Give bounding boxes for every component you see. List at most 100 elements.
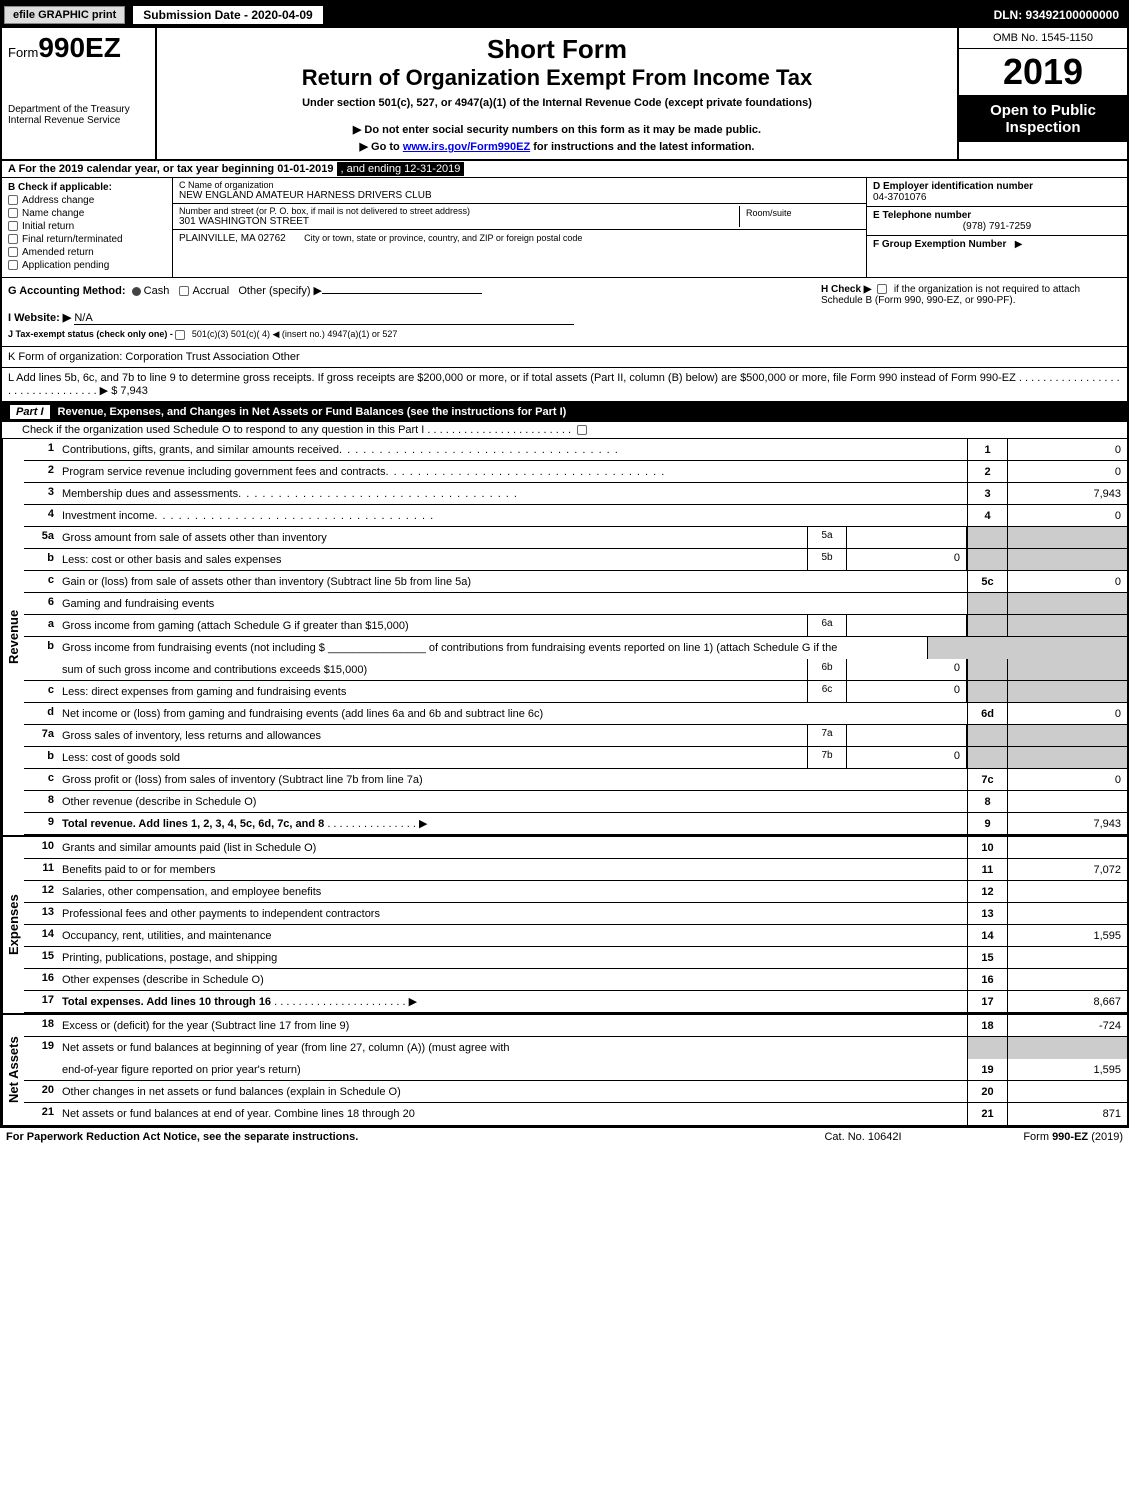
addr-label: Number and street (or P. O. box, if mail… bbox=[179, 206, 739, 216]
line-5b: bLess: cost or other basis and sales exp… bbox=[24, 549, 1127, 571]
net-assets-section: Net Assets 18Excess or (deficit) for the… bbox=[2, 1013, 1127, 1125]
radio-cash-icon[interactable] bbox=[132, 287, 141, 296]
radio-accrual-icon[interactable] bbox=[179, 286, 189, 296]
city-block: PLAINVILLE, MA 02762 City or town, state… bbox=[173, 230, 866, 246]
section-g-h-i-j: G Accounting Method: Cash Accrual Other … bbox=[2, 278, 1127, 347]
calendar-year-begin: A For the 2019 calendar year, or tax yea… bbox=[8, 163, 333, 175]
part-1-header: Part I Revenue, Expenses, and Changes in… bbox=[2, 402, 1127, 422]
accounting-method: G Accounting Method: Cash Accrual Other … bbox=[8, 284, 821, 297]
submission-date: Submission Date - 2020-04-09 bbox=[131, 4, 324, 26]
efile-print-button[interactable]: efile GRAPHIC print bbox=[4, 6, 125, 24]
line-12: 12Salaries, other compensation, and empl… bbox=[24, 881, 1127, 903]
revenue-side-label: Revenue bbox=[2, 439, 24, 835]
line-11: 11Benefits paid to or for members117,072 bbox=[24, 859, 1127, 881]
line-6b-1: bGross income from fundraising events (n… bbox=[24, 637, 1127, 659]
schedule-o-checkbox[interactable] bbox=[577, 425, 587, 435]
header-right: OMB No. 1545-1150 2019 Open to Public In… bbox=[957, 28, 1127, 159]
header-mid: Short Form Return of Organization Exempt… bbox=[157, 28, 957, 159]
under-section: Under section 501(c), 527, or 4947(a)(1)… bbox=[167, 97, 947, 109]
e-label: E Telephone number bbox=[873, 210, 971, 221]
short-form-title: Short Form bbox=[167, 34, 947, 65]
i-label: I Website: ▶ bbox=[8, 312, 71, 324]
top-bar: efile GRAPHIC print Submission Date - 20… bbox=[2, 2, 1127, 28]
section-b: B Check if applicable: Address change Na… bbox=[2, 178, 1127, 278]
line-21: 21Net assets or fund balances at end of … bbox=[24, 1103, 1127, 1125]
form-header: Form990EZ Department of the Treasury Int… bbox=[2, 28, 1127, 161]
form-990ez: 990EZ bbox=[38, 32, 121, 63]
h-label: H Check ▶ bbox=[821, 284, 871, 295]
j-label: J Tax-exempt status (check only one) - bbox=[8, 329, 173, 339]
cash-option: Cash bbox=[144, 285, 170, 297]
org-name: NEW ENGLAND AMATEUR HARNESS DRIVERS CLUB bbox=[179, 190, 860, 201]
check-address-change[interactable]: Address change bbox=[8, 195, 166, 206]
expenses-side-label: Expenses bbox=[2, 837, 24, 1013]
group-exemption: F Group Exemption Number ▶ bbox=[867, 236, 1127, 253]
section-l: L Add lines 5b, 6c, and 7b to line 9 to … bbox=[2, 368, 1127, 402]
check-initial-return[interactable]: Initial return bbox=[8, 221, 166, 232]
line-8: 8Other revenue (describe in Schedule O)8 bbox=[24, 791, 1127, 813]
phone-value: (978) 791-7259 bbox=[873, 221, 1121, 232]
website-line: I Website: ▶ N/A bbox=[8, 311, 821, 325]
line-6: 6Gaming and fundraising events bbox=[24, 593, 1127, 615]
note-goto: ▶ Go to www.irs.gov/Form990EZ for instru… bbox=[167, 140, 947, 153]
d-label: D Employer identification number bbox=[873, 181, 1033, 192]
line-9: 9Total revenue. Add lines 1, 2, 3, 4, 5c… bbox=[24, 813, 1127, 835]
line-4: 4Investment income40 bbox=[24, 505, 1127, 527]
page-footer: For Paperwork Reduction Act Notice, see … bbox=[0, 1127, 1129, 1146]
line-2: 2Program service revenue including gover… bbox=[24, 461, 1127, 483]
check-if-applicable: B Check if applicable: Address change Na… bbox=[2, 178, 172, 277]
address-block: Number and street (or P. O. box, if mail… bbox=[173, 204, 866, 230]
goto-pre: Go to bbox=[371, 141, 403, 153]
line-16: 16Other expenses (describe in Schedule O… bbox=[24, 969, 1127, 991]
line-3: 3Membership dues and assessments37,943 bbox=[24, 483, 1127, 505]
line-6c: cLess: direct expenses from gaming and f… bbox=[24, 681, 1127, 703]
check-application-pending[interactable]: Application pending bbox=[8, 260, 166, 271]
g-label: G Accounting Method: bbox=[8, 285, 126, 297]
expenses-section: Expenses 10Grants and similar amounts pa… bbox=[2, 835, 1127, 1013]
line-17: 17Total expenses. Add lines 10 through 1… bbox=[24, 991, 1127, 1013]
line-20: 20Other changes in net assets or fund ba… bbox=[24, 1081, 1127, 1103]
org-city: PLAINVILLE, MA 02762 bbox=[179, 233, 286, 244]
section-k: K Form of organization: Corporation Trus… bbox=[2, 347, 1127, 368]
form-container: efile GRAPHIC print Submission Date - 20… bbox=[0, 0, 1129, 1127]
tax-year: 2019 bbox=[959, 49, 1127, 96]
line-18: 18Excess or (deficit) for the year (Subt… bbox=[24, 1015, 1127, 1037]
irs-link[interactable]: www.irs.gov/Form990EZ bbox=[403, 141, 530, 153]
city-label: City or town, state or province, country… bbox=[304, 233, 582, 243]
other-option: Other (specify) ▶ bbox=[238, 285, 322, 297]
paperwork-notice: For Paperwork Reduction Act Notice, see … bbox=[6, 1131, 763, 1143]
part-1-title: Revenue, Expenses, and Changes in Net As… bbox=[58, 406, 567, 418]
org-address: 301 WASHINGTON STREET bbox=[179, 216, 739, 227]
phone-block: E Telephone number (978) 791-7259 bbox=[867, 207, 1127, 236]
line-6d: dNet income or (loss) from gaming and fu… bbox=[24, 703, 1127, 725]
j-options: 501(c)(3) 501(c)( 4) ◀ (insert no.) 4947… bbox=[192, 329, 398, 339]
note-ssn: Do not enter social security numbers on … bbox=[167, 123, 947, 136]
line-6a: aGross income from gaming (attach Schedu… bbox=[24, 615, 1127, 637]
line-1: 1Contributions, gifts, grants, and simil… bbox=[24, 439, 1127, 461]
accrual-option: Accrual bbox=[193, 285, 230, 297]
part-1-label: Part I bbox=[10, 405, 50, 419]
tax-exempt-status: J Tax-exempt status (check only one) - 5… bbox=[8, 329, 821, 340]
f-arrow-icon: ▶ bbox=[1015, 239, 1023, 250]
g-i-block: G Accounting Method: Cash Accrual Other … bbox=[8, 284, 821, 340]
part-1-subtext: Check if the organization used Schedule … bbox=[22, 424, 571, 436]
header-left: Form990EZ Department of the Treasury Int… bbox=[2, 28, 157, 159]
h-block: H Check ▶ if the organization is not req… bbox=[821, 284, 1121, 340]
check-amended-return[interactable]: Amended return bbox=[8, 247, 166, 258]
check-name-change[interactable]: Name change bbox=[8, 208, 166, 219]
line-10: 10Grants and similar amounts paid (list … bbox=[24, 837, 1127, 859]
line-15: 15Printing, publications, postage, and s… bbox=[24, 947, 1127, 969]
form-number: Form990EZ bbox=[8, 32, 149, 64]
check-final-return[interactable]: Final return/terminated bbox=[8, 234, 166, 245]
f-label: F Group Exemption Number bbox=[873, 239, 1006, 250]
b-label: B Check if applicable: bbox=[8, 182, 112, 193]
omb-number: OMB No. 1545-1150 bbox=[959, 28, 1127, 49]
line-7a: 7aGross sales of inventory, less returns… bbox=[24, 725, 1127, 747]
dept-treasury: Department of the Treasury bbox=[8, 104, 149, 115]
dept-irs: Internal Revenue Service bbox=[8, 115, 149, 126]
room-suite: Room/suite bbox=[740, 206, 860, 227]
h-checkbox[interactable] bbox=[877, 284, 887, 294]
org-info: C Name of organization NEW ENGLAND AMATE… bbox=[172, 178, 867, 277]
dln-number: DLN: 93492100000000 bbox=[986, 6, 1127, 24]
line-5c: cGain or (loss) from sale of assets othe… bbox=[24, 571, 1127, 593]
